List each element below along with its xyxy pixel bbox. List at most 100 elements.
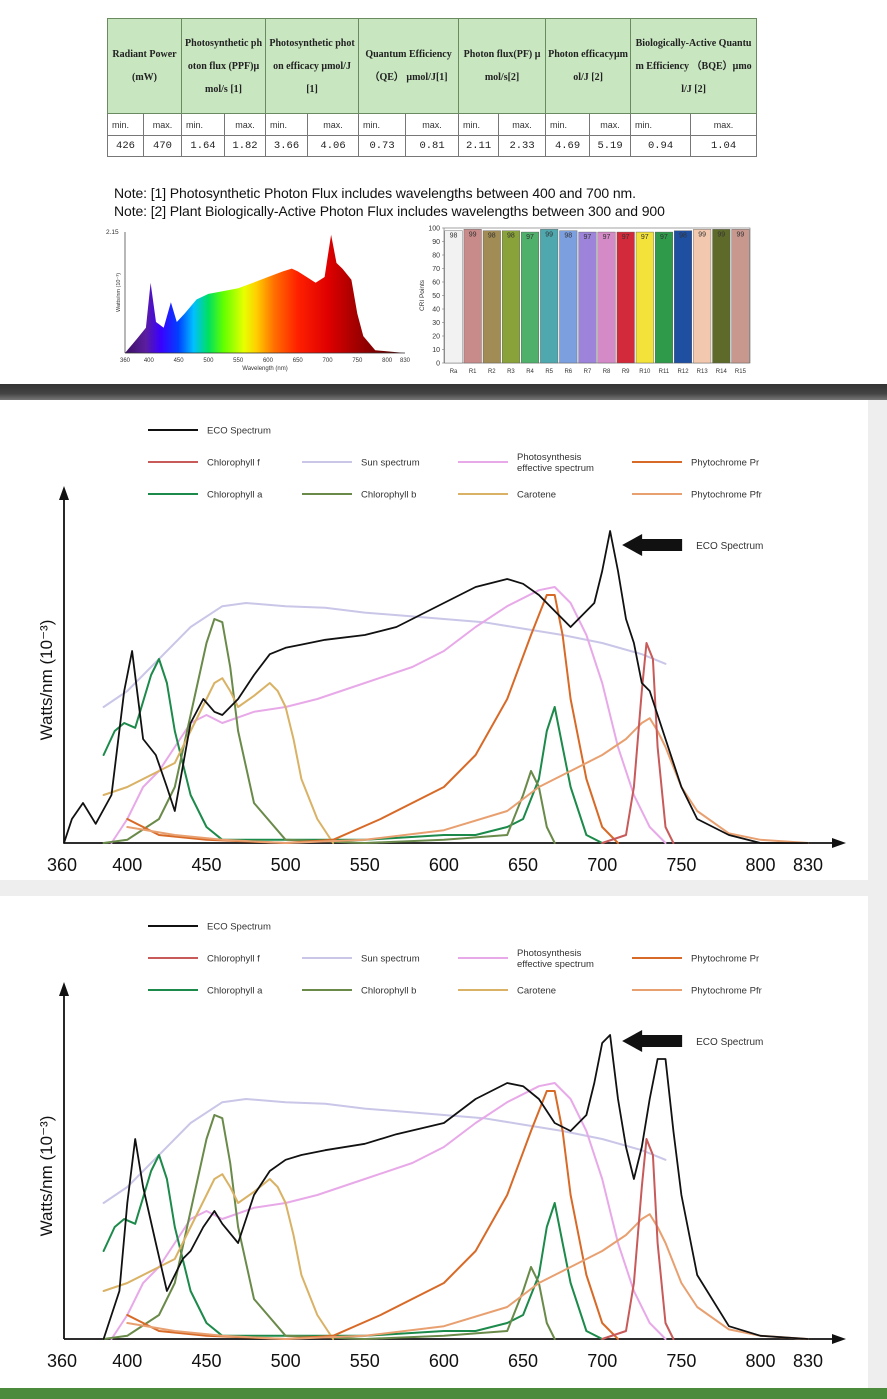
y-axis-label: Watts/nm (10⁻³) — [116, 273, 122, 312]
x-tick-label: 830 — [400, 358, 411, 364]
x-tick-label: 450 — [191, 1351, 221, 1371]
minmax-cell: max. — [142, 113, 183, 136]
legend-label: Sun spectrum — [361, 458, 420, 469]
x-tick-label: 750 — [352, 358, 363, 364]
y-tick-label: 90 — [432, 239, 440, 246]
bar-value-label: 97 — [526, 234, 534, 241]
bar-value-label: 97 — [660, 234, 668, 241]
minmax-cell: min. — [107, 113, 144, 136]
value-cell: 4.69 — [545, 135, 591, 157]
legend-label: ECO Spectrum — [207, 426, 271, 437]
x-tick-label: R1 — [469, 369, 477, 375]
x-tick-label: 360 — [47, 1351, 77, 1371]
annotation-arrow — [622, 1030, 683, 1052]
value-cell: 3.66 — [265, 135, 309, 157]
value-cell: 1.04 — [690, 135, 758, 157]
x-tick-label: 400 — [112, 855, 142, 875]
minmax-cell: min. — [458, 113, 500, 136]
bar-value-label: 97 — [603, 234, 611, 241]
x-tick-label: 550 — [233, 358, 244, 364]
footer-strip — [0, 1388, 887, 1399]
bar-value-label: 98 — [507, 233, 515, 240]
x-axis-arrow — [832, 1334, 846, 1344]
header-radiant-power: Radiant Power (mW) — [106, 18, 183, 114]
bar-value-label: 99 — [698, 231, 706, 238]
x-tick-label: 600 — [429, 1351, 459, 1371]
bar-R15 — [731, 229, 750, 364]
series-eco-spectrum — [102, 1034, 809, 1340]
bar-R4 — [521, 231, 540, 364]
legend-label: Phytochrome Pfr — [691, 490, 762, 501]
series-chlorophyll-b — [102, 618, 556, 844]
x-tick-label: 400 — [144, 358, 155, 364]
legend-label: effective spectrum — [517, 959, 594, 970]
minmax-cell: min. — [181, 113, 226, 136]
x-tick-label: 550 — [350, 855, 380, 875]
x-tick-label: R4 — [526, 369, 534, 375]
bar-R13 — [693, 229, 712, 364]
annotation-arrow — [622, 534, 683, 556]
minmax-cell: max. — [405, 113, 460, 136]
x-tick-label: R10 — [639, 369, 651, 375]
y-axis-label: CRI Points — [419, 279, 426, 311]
specification-table: Radiant Power (mW) Photosynthetic photon… — [106, 18, 758, 157]
minmax-cell: min. — [545, 113, 591, 136]
x-tick-label: R5 — [545, 369, 553, 375]
section-gap — [0, 880, 887, 896]
spectrum-area — [125, 234, 405, 353]
legend-label: Chlorophyll a — [207, 986, 263, 997]
series-carotene — [102, 677, 335, 844]
x-tick-label: R13 — [697, 369, 709, 375]
bar-value-label: 98 — [564, 233, 572, 240]
legend-label: Phytochrome Pr — [691, 458, 759, 469]
series-phytochrome-pfr — [126, 1213, 809, 1340]
minmax-cell: min. — [358, 113, 407, 136]
bar-R3 — [501, 230, 520, 364]
y-axis-arrow — [59, 982, 69, 996]
x-tick-label: R14 — [716, 369, 728, 375]
minmax-row: min. max. min. max. min. max. min. max. min. max.… — [107, 113, 758, 136]
y-tick-label: 100 — [428, 226, 440, 233]
x-tick-label: 550 — [350, 1351, 380, 1371]
x-tick-label: 750 — [666, 1351, 696, 1371]
cri-bar-chart: 0 10 20 30 40 50 60 70 80 90 100 CRI Points 98 Ra 99 R1… — [419, 226, 751, 375]
y-tick-label: 60 — [432, 280, 440, 287]
x-axis-label: Wavelength (nm) — [242, 366, 287, 372]
bar-value-label: 97 — [622, 234, 630, 241]
x-tick-label: 650 — [508, 1351, 538, 1371]
chart-background — [0, 400, 868, 880]
x-tick-label: 830 — [793, 855, 823, 875]
y-tick-label: 20 — [432, 334, 440, 341]
bar-value-label: 98 — [488, 233, 496, 240]
value-cell: 1.82 — [224, 135, 267, 157]
mini-spectrum-chart: 2.15 360 400 450 500 550 600 650 700 750 800 830 Wav… — [106, 229, 411, 372]
x-tick-label: 360 — [120, 358, 131, 364]
value-cell: 2.11 — [458, 135, 500, 157]
bar-R7 — [578, 231, 597, 364]
y-tick-label: 70 — [432, 266, 440, 273]
bar-R8 — [597, 231, 616, 364]
note-1: Note: [1] Photosynthetic Photon Flux inc… — [114, 185, 636, 201]
legend-label: Chlorophyll b — [361, 490, 416, 501]
legend-label: effective spectrum — [517, 463, 594, 474]
minmax-cell: max. — [589, 113, 632, 136]
bar-R6 — [559, 230, 578, 364]
bar-R9 — [616, 231, 635, 364]
legend-label: ECO Spectrum — [207, 922, 271, 933]
bar-R1 — [463, 229, 482, 364]
legend-label: Carotene — [517, 986, 556, 997]
x-tick-label: 830 — [793, 1351, 823, 1371]
x-axis-arrow — [832, 838, 846, 848]
minmax-cell: min. — [265, 113, 309, 136]
margin-strip — [868, 400, 887, 880]
y-tick-label: 40 — [432, 307, 440, 314]
legend-label: Phytochrome Pr — [691, 954, 759, 965]
y-axis-label: Watts/nm (10⁻³) — [37, 1116, 56, 1237]
x-tick-label: R15 — [735, 369, 747, 375]
bar-R2 — [482, 230, 501, 364]
y-axis-arrow — [59, 486, 69, 500]
value-cell: 5.19 — [589, 135, 632, 157]
bar-value-label: 98 — [679, 233, 687, 240]
x-tick-label: 360 — [47, 855, 77, 875]
x-tick-label: 450 — [191, 855, 221, 875]
